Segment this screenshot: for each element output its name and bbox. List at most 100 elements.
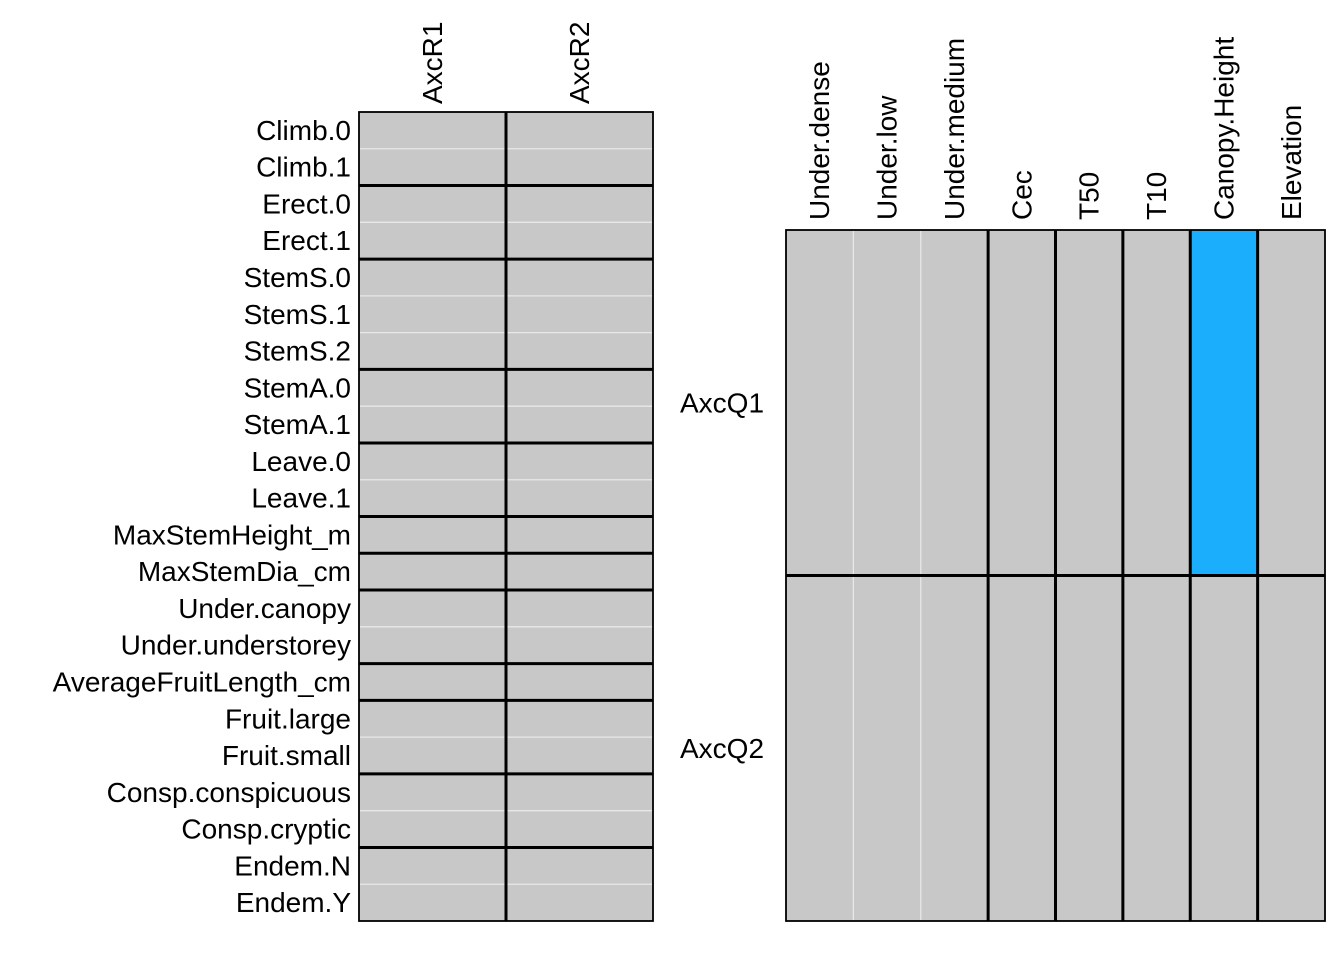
row-label-maxstemheight-m: MaxStemHeight_m: [113, 519, 351, 550]
row-label-under-canopy: Under.canopy: [178, 593, 351, 624]
cell-axcq2-canopy-height: [1190, 575, 1258, 921]
column-label-canopy-height: Canopy.Height: [1208, 37, 1239, 220]
cell-climb-0-axcr2: [506, 112, 653, 149]
rlq-traits-panel: Climb.0 Climb.1 Erect.0 Erect.1 StemS.0 StemS…: [53, 22, 654, 922]
cell-stems-0-axcr1: [359, 259, 506, 296]
cell-climb-1-axcr2: [506, 148, 653, 186]
cell-under-understorey-axcr1: [359, 626, 506, 664]
cell-axcq2-cec: [988, 575, 1056, 921]
cell-averagefruitlength-cm-axcr2: [506, 663, 653, 701]
cell-stema-1-axcr2: [506, 406, 653, 443]
cell-leave-0-axcr2: [506, 442, 653, 480]
cell-maxstemdia-cm-axcr1: [359, 553, 506, 591]
cell-erect-1-axcr2: [506, 222, 653, 260]
row-label-stems-2: StemS.2: [244, 336, 351, 367]
row-label-fruit-small: Fruit.small: [222, 740, 351, 771]
cell-consp-cryptic-axcr2: [506, 810, 653, 848]
row-label-endem-n: Endem.N: [234, 850, 351, 881]
cell-under-canopy-axcr2: [506, 590, 653, 627]
cell-maxstemheight-m-axcr1: [359, 516, 506, 554]
cell-stems-1-axcr2: [506, 295, 653, 333]
panel-border: [785, 229, 1326, 922]
cell-stems-1-axcr1: [359, 295, 506, 333]
cell-endem-y-axcr2: [506, 884, 653, 921]
cell-axcq2-t10: [1122, 575, 1191, 921]
row-label-endem-y: Endem.Y: [236, 887, 351, 918]
cell-axcq1-t50: [1055, 230, 1123, 576]
row-label-stema-1: StemA.1: [244, 409, 351, 440]
column-label-t50: T50: [1074, 172, 1105, 220]
cell-maxstemheight-m-axcr2: [506, 516, 653, 554]
cell-fruit-large-axcr1: [359, 700, 506, 738]
row-label-consp-cryptic: Consp.cryptic: [181, 814, 351, 845]
row-label-fruit-large: Fruit.large: [225, 703, 351, 734]
row-label-stema-0: StemA.0: [244, 372, 351, 403]
cell-leave-0-axcr1: [359, 442, 506, 480]
row-label-erect-0: Erect.0: [262, 188, 351, 219]
cell-axcq2-elevation: [1257, 575, 1325, 921]
column-label-axcr1: AxcR1: [417, 22, 448, 104]
cell-fruit-small-axcr1: [359, 737, 506, 774]
column-label-axcr2: AxcR2: [564, 22, 595, 104]
cell-averagefruitlength-cm-axcr1: [359, 663, 506, 701]
cell-endem-n-axcr1: [359, 847, 506, 885]
cell-climb-0-axcr1: [359, 112, 506, 149]
cell-stems-0-axcr2: [506, 259, 653, 296]
cell-fruit-small-axcr2: [506, 737, 653, 774]
rlq-environment-panel: AxcQ1 AxcQ2 Under.dense Under.low Under.medi…: [680, 37, 1326, 922]
column-label-under-dense: Under.dense: [804, 61, 835, 220]
cell-erect-1-axcr1: [359, 222, 506, 260]
row-label-under-understorey: Under.understorey: [121, 630, 351, 661]
cell-axcq2-under-low: [853, 575, 921, 921]
cell-endem-y-axcr1: [359, 884, 506, 921]
cell-stems-2-axcr1: [359, 332, 506, 370]
cell-axcq1-canopy-height: [1190, 230, 1258, 576]
cell-stems-2-axcr2: [506, 332, 653, 370]
column-label-cec: Cec: [1006, 170, 1037, 220]
cell-endem-n-axcr2: [506, 847, 653, 885]
cell-leave-1-axcr2: [506, 479, 653, 517]
row-label-maxstemdia-cm: MaxStemDia_cm: [138, 556, 351, 587]
cell-maxstemdia-cm-axcr2: [506, 553, 653, 591]
row-label-erect-1: Erect.1: [262, 225, 351, 256]
cell-erect-0-axcr1: [359, 185, 506, 223]
row-label-averagefruitlength-cm: AverageFruitLength_cm: [53, 666, 351, 697]
row-label-leave-0: Leave.0: [251, 446, 351, 477]
cell-climb-1-axcr1: [359, 148, 506, 186]
cell-consp-cryptic-axcr1: [359, 810, 506, 848]
cell-under-understorey-axcr2: [506, 626, 653, 664]
cell-axcq1-cec: [988, 230, 1056, 576]
cell-axcq1-t10: [1122, 230, 1191, 576]
cell-stema-0-axcr2: [506, 369, 653, 407]
row-label-stems-1: StemS.1: [244, 299, 351, 330]
row-label-axcq1: AxcQ1: [680, 387, 764, 418]
cell-axcq2-under-medium: [920, 575, 989, 921]
cell-axcq2-under-dense: [786, 575, 854, 921]
cell-stema-1-axcr1: [359, 406, 506, 443]
panel-border: [358, 111, 654, 922]
cell-stema-0-axcr1: [359, 369, 506, 407]
cell-consp-conspicuous-axcr1: [359, 773, 506, 811]
column-label-under-low: Under.low: [872, 95, 903, 220]
cell-fruit-large-axcr2: [506, 700, 653, 738]
row-label-stems-0: StemS.0: [244, 262, 351, 293]
column-label-under-medium: Under.medium: [939, 38, 970, 220]
cell-axcq1-elevation: [1257, 230, 1325, 576]
cell-axcq2-t50: [1055, 575, 1123, 921]
cell-axcq1-under-medium: [920, 230, 989, 576]
cell-axcq1-under-dense: [786, 230, 854, 576]
column-label-elevation: Elevation: [1276, 105, 1307, 220]
cell-erect-0-axcr2: [506, 185, 653, 223]
cell-leave-1-axcr1: [359, 479, 506, 517]
cell-under-canopy-axcr1: [359, 590, 506, 627]
row-label-consp-conspicuous: Consp.conspicuous: [107, 777, 351, 808]
cell-consp-conspicuous-axcr2: [506, 773, 653, 811]
cell-axcq1-under-low: [853, 230, 921, 576]
row-label-leave-1: Leave.1: [251, 483, 351, 514]
row-label-axcq2: AxcQ2: [680, 733, 764, 764]
row-label-climb-1: Climb.1: [256, 152, 351, 183]
column-label-t10: T10: [1141, 172, 1172, 220]
row-label-climb-0: Climb.0: [256, 115, 351, 146]
